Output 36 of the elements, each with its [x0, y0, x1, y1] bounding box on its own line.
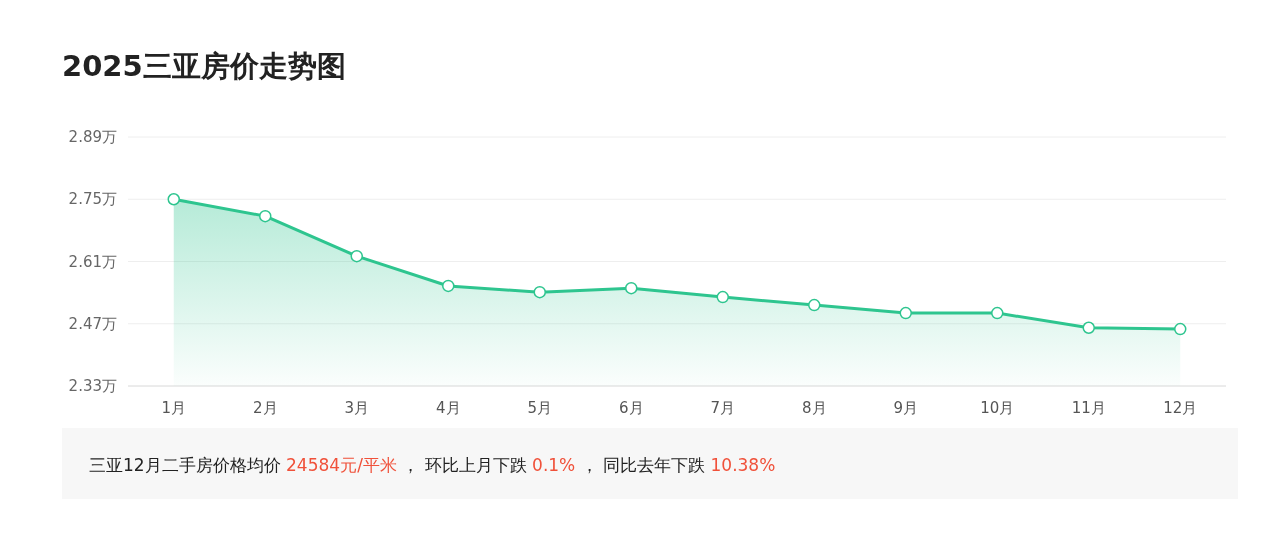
point: [1174, 322, 1187, 336]
x-tick-label: 11月: [1071, 399, 1106, 417]
y-tick-label: 2.89万: [68, 128, 117, 146]
text: 三亚12月二手房价格均价: [89, 455, 287, 475]
point: [716, 290, 729, 304]
x-tick-label: 7月: [710, 399, 736, 417]
x-tick-label: 3月: [344, 399, 370, 417]
point: [533, 285, 546, 299]
text: 10.38%: [710, 455, 776, 475]
point: [991, 306, 1004, 320]
point: [259, 209, 272, 223]
x-tick-label: 2月: [252, 399, 278, 417]
point: [350, 249, 363, 263]
text: 24584元/平米: [286, 455, 397, 475]
y-tick-label: 2.75万: [68, 190, 117, 209]
x-tick-label: 8月: [801, 399, 827, 417]
y-tick-label: 2.47万: [68, 314, 117, 333]
chart-title: 2025三亚房价走势图: [62, 49, 346, 83]
point: [442, 279, 455, 293]
text: ， 同比去年下跌: [575, 455, 711, 475]
x-tick-label: 9月: [893, 399, 919, 417]
text: 0.1%: [532, 455, 576, 475]
point: [1082, 321, 1095, 334]
x-tick-label: 4月: [435, 399, 461, 417]
x-tick-label: 5月: [527, 399, 553, 417]
x-tick-label: 6月: [618, 399, 644, 417]
x-tick-label: 10月: [980, 399, 1015, 417]
point: [167, 193, 180, 206]
point: [899, 306, 912, 320]
point: [625, 281, 638, 295]
text: ， 环比上月下跌: [396, 455, 533, 475]
y-tick-label: 2.33万: [68, 377, 117, 395]
x-tick-label: 1月: [161, 399, 187, 417]
y-tick-label: 2.61万: [68, 252, 117, 271]
x-tick-label: 12月: [1163, 399, 1198, 417]
point: [808, 298, 821, 312]
